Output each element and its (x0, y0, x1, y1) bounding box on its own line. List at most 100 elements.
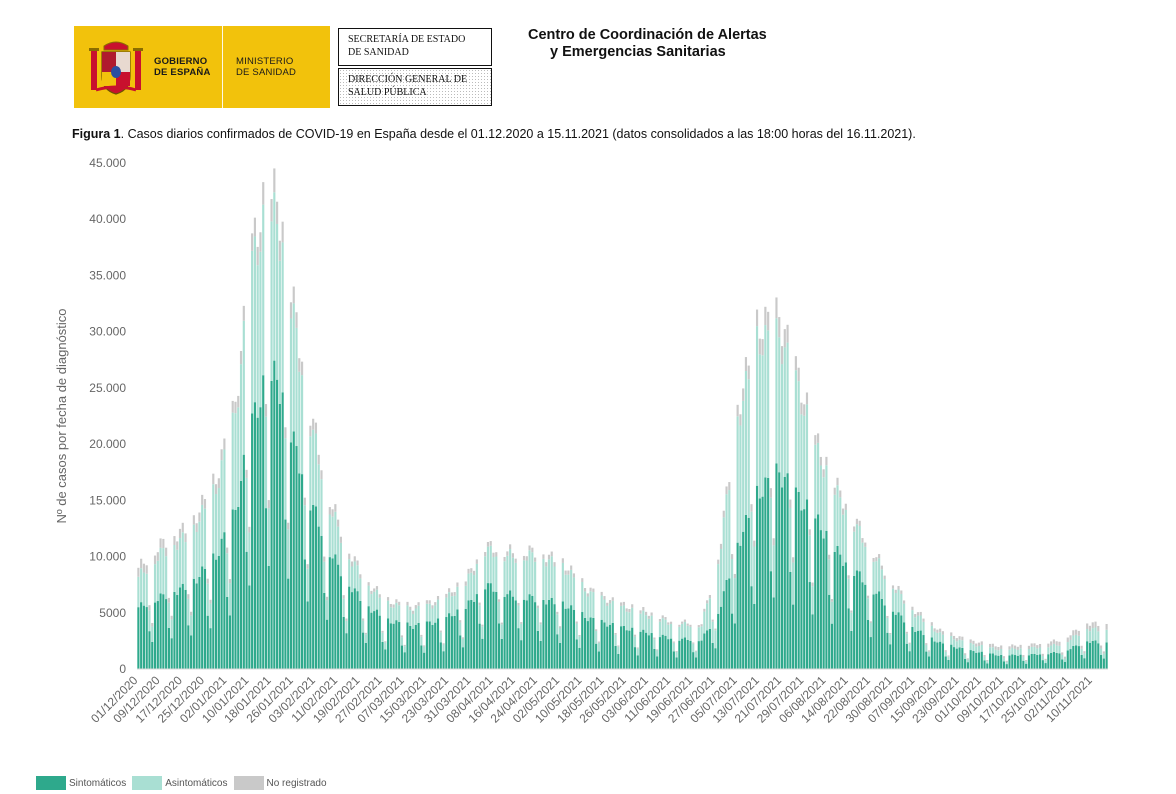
bar-sintomaticos (636, 655, 639, 669)
bar-no-registrado (300, 361, 304, 376)
bar-no-registrado (614, 633, 617, 635)
bar-sintomaticos (325, 619, 329, 669)
bar-asintomaticos (977, 645, 981, 653)
bar-no-registrado (994, 646, 997, 650)
bar-sintomaticos (722, 591, 725, 669)
y-tick-label: 25.000 (89, 381, 126, 395)
bar-no-registrado (717, 559, 720, 565)
bar-no-registrado (1061, 652, 1064, 655)
bar-asintomaticos (167, 602, 170, 628)
bar-asintomaticos (539, 624, 542, 641)
bar-no-registrado (853, 526, 856, 532)
bar-sintomaticos (642, 629, 645, 669)
bar-sintomaticos (850, 630, 853, 669)
bar-asintomaticos (342, 598, 345, 617)
bar-no-registrado (930, 622, 933, 626)
bar-asintomaticos (439, 632, 442, 643)
bar-sintomaticos (589, 617, 592, 669)
bar-no-registrado (373, 588, 376, 592)
bar-sintomaticos (1027, 655, 1031, 669)
bar-sintomaticos (572, 609, 576, 669)
bar-no-registrado (989, 643, 992, 648)
bar-asintomaticos (1061, 654, 1064, 660)
bar-asintomaticos (472, 575, 476, 602)
bar-asintomaticos (339, 542, 342, 577)
bar-no-registrado (844, 503, 847, 510)
bar-no-registrado (337, 519, 340, 527)
bar-asintomaticos (506, 555, 509, 595)
bar-asintomaticos (334, 511, 337, 555)
bar-sintomaticos (148, 631, 151, 669)
bar-asintomaticos (1083, 653, 1086, 659)
bar-sintomaticos (259, 407, 262, 669)
bar-no-registrado (722, 510, 725, 518)
bar-sintomaticos (839, 554, 842, 669)
bar-asintomaticos (717, 564, 720, 614)
bar-no-registrado (353, 556, 356, 562)
bar-sintomaticos (453, 615, 456, 669)
bar-asintomaticos (414, 608, 417, 625)
bar-no-registrado (1022, 655, 1025, 658)
y-axis: 0 5000 10.000 15.000 20.000 25.000 30.000 35.00… (89, 156, 126, 676)
bar-asintomaticos (214, 494, 218, 560)
bar-sintomaticos (337, 564, 340, 669)
bar-asintomaticos (450, 596, 453, 617)
bar-asintomaticos (936, 632, 939, 643)
bar-asintomaticos (792, 562, 795, 605)
bar-sintomaticos (1016, 655, 1019, 669)
bar-no-registrado (803, 404, 806, 416)
bar-no-registrado (883, 575, 886, 580)
bar-asintomaticos (156, 560, 159, 602)
bar-asintomaticos (608, 603, 612, 625)
bar-no-registrado (206, 578, 209, 584)
bar-no-registrado (514, 558, 517, 563)
bar-no-registrado (525, 556, 528, 561)
bar-sintomaticos (1069, 649, 1072, 669)
bar-no-registrado (908, 642, 911, 645)
bar-no-registrado (944, 650, 947, 652)
bar-sintomaticos (256, 417, 259, 669)
bar-asintomaticos (547, 559, 551, 600)
bar-asintomaticos (151, 626, 154, 642)
bar-no-registrado (739, 414, 742, 426)
bar-sintomaticos (248, 585, 251, 669)
bar-asintomaticos (148, 610, 151, 632)
bar-sintomaticos (364, 642, 367, 669)
bar-sintomaticos (267, 565, 270, 669)
bar-sintomaticos (251, 413, 254, 669)
bar-sintomaticos (237, 506, 240, 669)
bar-sintomaticos (889, 644, 892, 669)
bar-asintomaticos (950, 635, 953, 645)
bar-sintomaticos (514, 600, 517, 669)
bar-asintomaticos (325, 600, 329, 620)
bar-sintomaticos (886, 632, 889, 669)
bar-sintomaticos (583, 617, 587, 669)
bar-no-registrado (559, 626, 562, 629)
bar-asintomaticos (284, 438, 287, 520)
bar-asintomaticos (800, 414, 803, 511)
bar-no-registrado (553, 562, 556, 567)
bar-no-registrado (961, 636, 964, 641)
bar-no-registrado (1069, 635, 1072, 640)
bar-sintomaticos (1044, 663, 1047, 669)
bar-sintomaticos (536, 630, 539, 669)
bar-sintomaticos (450, 616, 453, 669)
bar-asintomaticos (658, 621, 662, 638)
bar-no-registrado (328, 507, 331, 515)
bar-sintomaticos (381, 641, 384, 669)
bar-no-registrado (891, 585, 895, 589)
bar-no-registrado (306, 564, 309, 569)
bar-asintomaticos (398, 605, 401, 623)
bar-sintomaticos (226, 596, 229, 669)
bar-sintomaticos (731, 613, 734, 669)
bar-no-registrado (1086, 623, 1089, 630)
bar-no-registrado (406, 601, 409, 606)
bar-sintomaticos (353, 588, 356, 669)
bar-no-registrado (298, 358, 301, 372)
bar-asintomaticos (733, 578, 736, 624)
bar-sintomaticos (317, 526, 320, 669)
bar-asintomaticos (636, 648, 639, 656)
bar-sintomaticos (434, 622, 437, 669)
bar-asintomaticos (306, 568, 309, 602)
bar-sintomaticos (700, 640, 703, 669)
